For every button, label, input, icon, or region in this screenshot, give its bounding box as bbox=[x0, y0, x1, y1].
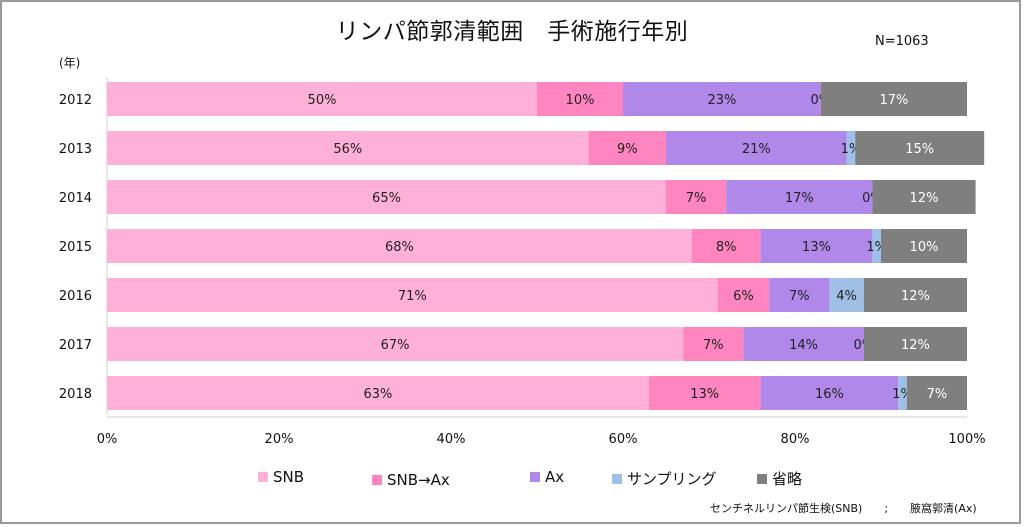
legend-item: SNB→Ax bbox=[372, 471, 450, 489]
category-label: 2016 bbox=[59, 289, 92, 304]
x-tick-label: 0% bbox=[97, 432, 118, 447]
bar-segment bbox=[760, 376, 899, 410]
bar-segment bbox=[623, 82, 821, 116]
footnote: センチネルリンパ節生検(SNB) ; 腋窩郭清(Ax) bbox=[710, 502, 977, 515]
bar-segment bbox=[107, 180, 666, 214]
x-tick-label: 80% bbox=[781, 432, 810, 447]
legend-item: 省略 bbox=[757, 468, 802, 489]
data-label: 7% bbox=[927, 387, 948, 402]
data-label: 16% bbox=[815, 387, 844, 402]
bar-segment bbox=[666, 180, 727, 214]
bar-segment bbox=[537, 82, 623, 116]
category-label: 2015 bbox=[59, 240, 92, 255]
data-label: 67% bbox=[381, 338, 410, 353]
data-label: 12% bbox=[901, 338, 930, 353]
bar-segment bbox=[872, 229, 881, 263]
x-tick-label: 60% bbox=[609, 432, 638, 447]
legend-swatch bbox=[612, 473, 622, 484]
legend-label: Ax bbox=[545, 468, 565, 486]
legend: SNB SNB→Ax Ax サンプリング 省略 bbox=[0, 468, 1024, 489]
bar-segment bbox=[107, 278, 718, 312]
data-label: 13% bbox=[690, 387, 719, 402]
legend-swatch bbox=[258, 472, 268, 482]
data-label: 15% bbox=[905, 142, 934, 157]
data-label: 10% bbox=[566, 93, 595, 108]
bar-segment bbox=[863, 327, 967, 361]
sample-size-label: N=1063 bbox=[875, 34, 929, 49]
bar-segment bbox=[820, 82, 967, 116]
bar-segment bbox=[107, 131, 589, 165]
data-label: 17% bbox=[785, 191, 814, 206]
bar-segment bbox=[769, 278, 830, 312]
x-tick-label: 100% bbox=[948, 432, 985, 447]
bar-segment bbox=[107, 82, 537, 116]
data-label: 21% bbox=[742, 142, 771, 157]
data-label: 23% bbox=[707, 93, 736, 108]
bar-segment bbox=[760, 229, 873, 263]
legend-item: サンプリング bbox=[612, 468, 717, 489]
chart-title: リンパ節郭清範囲 手術施行年別 bbox=[335, 19, 689, 45]
bar-segment bbox=[726, 180, 873, 214]
data-label: 17% bbox=[879, 93, 908, 108]
bar-segment bbox=[648, 376, 761, 410]
data-label: 10% bbox=[910, 240, 939, 255]
data-label: 71% bbox=[398, 289, 427, 304]
bar-segment bbox=[683, 327, 744, 361]
category-label: 2014 bbox=[59, 191, 92, 206]
bar-segment bbox=[881, 229, 967, 263]
y-axis-unit-label: (年) bbox=[59, 56, 81, 70]
data-label: 7% bbox=[789, 289, 810, 304]
legend-label: SNB bbox=[273, 468, 305, 486]
data-label: 4% bbox=[836, 289, 857, 304]
data-label: 8% bbox=[716, 240, 737, 255]
legend-label: サンプリング bbox=[627, 470, 717, 488]
x-tick-label: 20% bbox=[265, 432, 294, 447]
data-label: 6% bbox=[733, 289, 754, 304]
legend-label: 省略 bbox=[772, 470, 803, 488]
data-label: 12% bbox=[910, 191, 939, 206]
category-label: 2012 bbox=[59, 93, 92, 108]
bar-segment bbox=[107, 327, 684, 361]
data-label: 63% bbox=[363, 387, 392, 402]
category-label: 2017 bbox=[59, 338, 92, 353]
bar-segment bbox=[898, 376, 907, 410]
category-label: 2013 bbox=[59, 142, 92, 157]
x-tick-label: 40% bbox=[437, 432, 466, 447]
data-label: 9% bbox=[617, 142, 638, 157]
legend-swatch bbox=[530, 472, 540, 482]
bar-segment bbox=[691, 229, 761, 263]
bar-segment bbox=[855, 131, 985, 165]
bar-segment bbox=[846, 131, 856, 165]
bar-segment bbox=[829, 278, 864, 312]
bar-segment bbox=[863, 278, 967, 312]
bar-segment bbox=[107, 376, 649, 410]
data-label: 13% bbox=[802, 240, 831, 255]
legend-item: Ax bbox=[530, 468, 564, 486]
data-label: 14% bbox=[789, 338, 818, 353]
bar-segment bbox=[872, 180, 976, 214]
data-label: 7% bbox=[686, 191, 707, 206]
data-label: 65% bbox=[372, 191, 401, 206]
data-label: 7% bbox=[703, 338, 724, 353]
bar-segment bbox=[107, 229, 692, 263]
legend-swatch bbox=[372, 475, 382, 485]
bar-segment bbox=[666, 131, 847, 165]
legend-item: SNB bbox=[258, 468, 304, 486]
data-label: 56% bbox=[333, 142, 362, 157]
legend-label: SNB→Ax bbox=[387, 471, 450, 489]
category-label: 2018 bbox=[59, 387, 92, 402]
data-label: 68% bbox=[385, 240, 414, 255]
data-label: 50% bbox=[308, 93, 337, 108]
data-label: 12% bbox=[901, 289, 930, 304]
bar-segment bbox=[743, 327, 864, 361]
legend-swatch bbox=[757, 473, 767, 484]
bar-segment bbox=[588, 131, 666, 165]
bar-segment bbox=[717, 278, 770, 312]
bar-segment bbox=[906, 376, 967, 410]
